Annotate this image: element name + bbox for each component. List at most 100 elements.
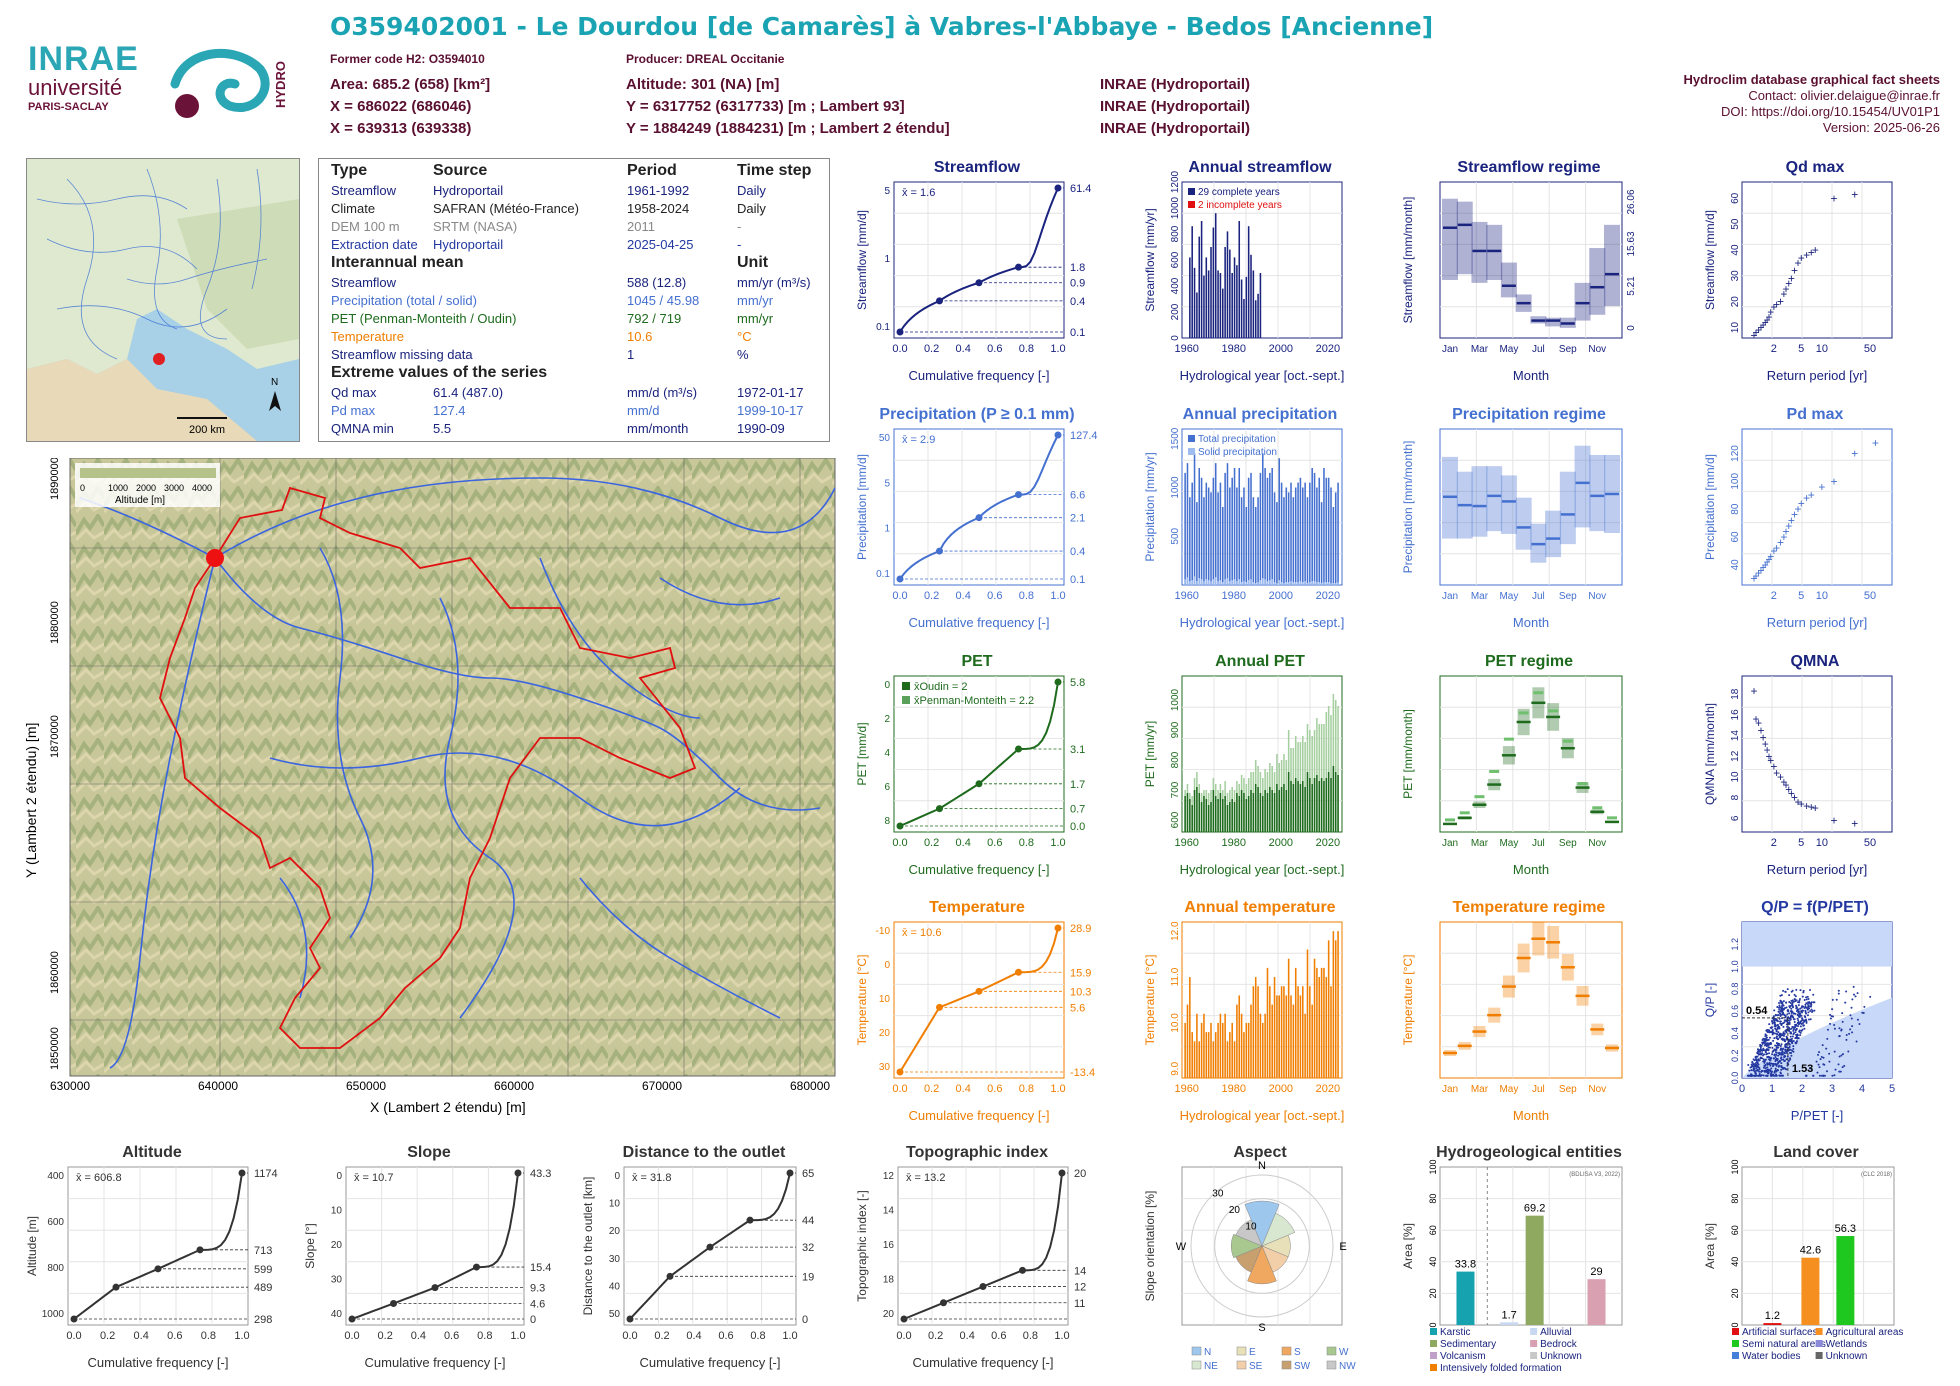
qp-point [1778,1053,1781,1056]
right-tick-label: 15.63 [1626,231,1637,256]
chart-pet-regime: PET regime Month PET [mm/month] Jan Mar May Ju… [1401,653,1623,877]
y-tick-label: 2 [884,714,890,725]
aspect-slice [1261,1212,1296,1247]
bar-oudin [1299,784,1302,832]
qp-point [1774,1062,1777,1065]
legend-label: Unknown [1540,1351,1582,1362]
bar-oudin [1292,784,1295,832]
legend-swatch [1530,1352,1538,1359]
x-tick-label: Sep [1559,1084,1577,1095]
bar-oudin [1276,784,1278,832]
x-tick-label: Mar [1471,344,1489,355]
qp-point [1775,1029,1778,1032]
th-timestep: Time step [737,162,812,179]
qp-point [1852,993,1855,996]
qp-point [1775,1019,1778,1022]
th-interannual: Interannual mean [331,254,464,271]
quantile-point [473,1263,480,1271]
qp-point [1764,1069,1767,1072]
qp-point [1841,1066,1844,1069]
qp-point [1773,1025,1776,1028]
qp-point [1818,1066,1821,1069]
data-point: + [1808,488,1815,502]
x-tick-label: Mar [1471,591,1489,602]
chart-title: Aspect [1233,1144,1287,1161]
qp-point [1771,1053,1774,1056]
qp-point [1780,1062,1783,1065]
right-tick-label: 20 [1074,1168,1086,1180]
bar [1306,949,1309,1078]
quantile-point [238,1169,246,1177]
qp-point [1779,1020,1782,1023]
right-tick-label: 5.8 [1070,677,1085,689]
plot-area [893,675,1065,833]
bar [1233,257,1236,338]
chart-distance-cdf: Distance to the outlet Cumulative frequen… [581,1144,814,1370]
y-axis-label: Streamflow [mm/d] [1703,210,1717,310]
qp-point [1778,1027,1781,1030]
chart-title: Altitude [122,1144,182,1161]
qp-point [1762,1058,1765,1061]
y-axis-label: PET [mm/yr] [1143,721,1157,787]
qp-point [1766,1039,1769,1042]
bar [1217,492,1219,585]
quantile-point [1058,1169,1066,1177]
legend-swatch [1188,448,1195,455]
legend-label: Semi natural areas [1742,1339,1826,1350]
qp-point [1783,1040,1786,1043]
qp-point [1780,1056,1783,1059]
chart-annual-temp: Annual temperature Hydrological year [oct… [1143,899,1344,1123]
data-point: + [1755,566,1762,580]
qp-point [1775,1046,1778,1049]
bar-solid [1269,580,1271,585]
qp-point [1807,1001,1810,1004]
mean-unit: mm/yr (m³/s) [737,274,811,290]
x-tick-label: 0 [1739,1083,1745,1095]
bar [1294,967,1297,1078]
chart-annual-pet: Annual PET Hydrological year [oct.-sept.]… [1143,653,1344,877]
chart-pd-max: Pd max Return period [yr] Precipitation [m… [1703,406,1893,630]
qp-point [1768,1030,1771,1033]
x-tick-label: 0.6 [987,590,1002,602]
x-tick-label: 2 [1771,590,1777,602]
regime-box [1574,445,1591,528]
bar [1247,477,1250,585]
qp-point [1776,1068,1779,1071]
x-tick-label: 5 [1798,590,1804,602]
qp-point [1815,1060,1818,1063]
bar [1262,1022,1264,1078]
chart-streamflow-cdf: Streamflow Cumulative frequency [-] Stream… [855,159,1091,383]
bar-oudin [1236,793,1238,832]
bar [1273,492,1276,585]
bar [1280,482,1283,585]
x-tick-label: 3 [1829,1083,1835,1095]
qp-point [1800,1014,1803,1017]
right-tick-label: 1.7 [1070,779,1085,791]
qp-point [1800,1011,1803,1014]
y-tick-label: 900 [1170,721,1181,738]
mean-value: 1 [627,346,635,362]
y-tick-label: 14 [883,1206,895,1217]
x-tick-label: Jan [1442,838,1458,849]
qp-point [1777,1031,1780,1034]
data-point: + [1812,801,1819,815]
bar [1212,227,1215,338]
aspect-slice [1230,1233,1263,1259]
qp-point [1767,1048,1770,1051]
regime-box [1471,221,1488,283]
bar [1224,1013,1226,1078]
row-source: Hydroportail [433,236,504,252]
chart-title: Annual precipitation [1183,406,1338,423]
bar [1309,482,1311,585]
x-axis-label: Cumulative frequency [-] [909,862,1050,877]
bar-solid [1299,581,1302,585]
inrae-logo: INRAE université PARIS-SACLAY [28,40,148,120]
x-tick-label: May [1499,838,1518,849]
chart-title: Precipitation regime [1452,406,1606,423]
bar-oudin [1278,790,1281,832]
qp-point [1752,1074,1755,1077]
data-point: + [1791,264,1798,278]
hydro-wordmark: HYDRO [273,61,288,108]
map-xtick: 670000 [642,1079,682,1093]
qp-point [1788,1006,1791,1009]
